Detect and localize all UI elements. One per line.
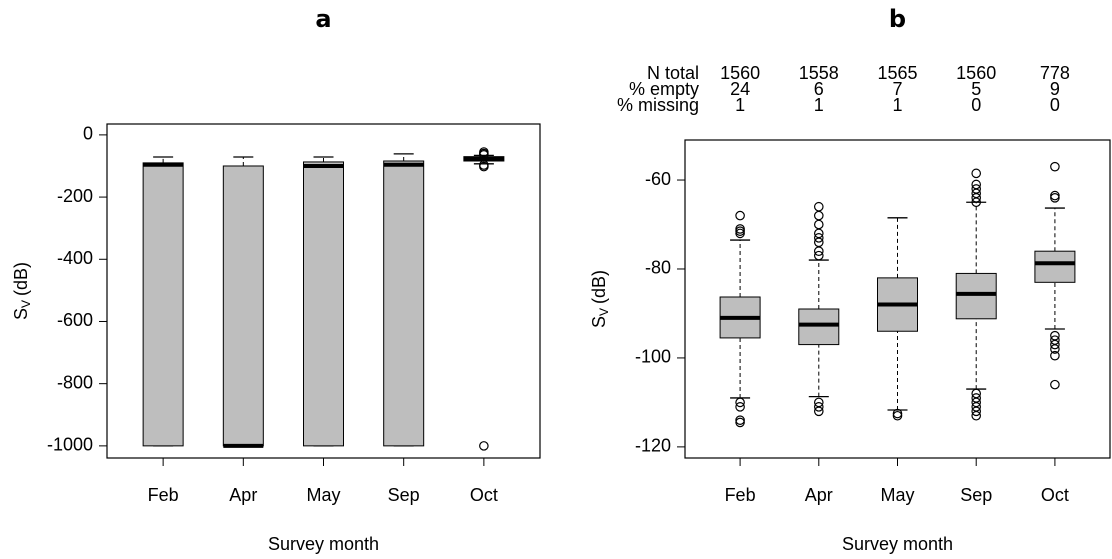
outlier [971, 193, 982, 203]
y-tick-label: 0 [83, 124, 93, 144]
outlier [479, 161, 489, 172]
y-axis-label: SV (dB) [589, 270, 611, 328]
table-value: 1558 [799, 63, 839, 83]
x-tick-label: May [306, 485, 340, 505]
y-tick-label: -400 [57, 248, 93, 268]
y-label-symbol: S [11, 308, 31, 320]
table-value: 0 [971, 95, 981, 115]
outlier [479, 149, 489, 160]
outlier [892, 410, 903, 421]
box [303, 161, 344, 447]
outlier [971, 168, 982, 179]
x-tick-label: Oct [1041, 485, 1069, 505]
outlier [813, 233, 824, 243]
table-row-label: % missing [617, 95, 699, 115]
box [383, 160, 425, 447]
outlier [971, 410, 982, 421]
outlier [735, 417, 745, 428]
y-tick-label: -60 [645, 169, 671, 189]
x-tick-label: May [880, 485, 914, 505]
y-label-unit: (dB) [11, 262, 31, 296]
y-tick-label: -800 [57, 372, 93, 392]
x-axis-label: Survey month [268, 534, 379, 554]
outlier [735, 397, 745, 408]
table-value: 0 [1050, 95, 1060, 115]
x-tick-label: Feb [148, 485, 179, 505]
y-tick-label: -1000 [47, 435, 93, 455]
x-axis-label: Survey month [842, 534, 953, 554]
table-value: 1 [735, 95, 745, 115]
panel-title: a [315, 5, 331, 33]
table-value: 5 [971, 79, 981, 99]
y-tick-label: -200 [57, 186, 93, 206]
outlier [1050, 193, 1060, 203]
outlier [1050, 344, 1060, 354]
outlier [1050, 379, 1060, 390]
box [142, 162, 184, 447]
outlier [735, 228, 745, 239]
table-value: 1 [814, 95, 824, 115]
table-value: 778 [1040, 63, 1070, 83]
table-value: 24 [730, 79, 750, 99]
outlier [813, 201, 824, 212]
outlier [813, 250, 824, 261]
outlier [1050, 161, 1060, 172]
x-tick-label: Feb [725, 485, 756, 505]
y-tick-label: -120 [635, 436, 671, 456]
table-value: 9 [1050, 79, 1060, 99]
x-tick-label: Sep [388, 485, 420, 505]
y-label-unit: (dB) [589, 270, 609, 304]
outlier [479, 441, 489, 451]
outlier [813, 219, 824, 230]
table-value: 6 [814, 79, 824, 99]
box [955, 272, 997, 320]
x-tick-label: Apr [229, 485, 257, 505]
y-tick-label: -600 [57, 310, 93, 330]
table-value: 1560 [720, 63, 760, 83]
box [1034, 250, 1076, 283]
table-value: 1560 [956, 63, 996, 83]
y-label-subscript: V [597, 308, 611, 316]
outlier [813, 246, 824, 256]
table-row-label: N total [647, 63, 699, 83]
box [222, 165, 264, 447]
table-value: 7 [892, 79, 902, 99]
y-axis-label: SV (dB) [11, 262, 33, 320]
y-label-symbol: S [589, 316, 609, 328]
table-value: 1 [892, 95, 902, 115]
table-value: 1565 [877, 63, 917, 83]
outlier [813, 402, 824, 412]
outlier [1050, 350, 1060, 361]
outlier [735, 402, 745, 412]
outlier [735, 210, 745, 221]
outlier [813, 406, 824, 417]
box [798, 308, 840, 346]
outlier [971, 406, 982, 417]
x-tick-label: Apr [805, 485, 833, 505]
table-row-label: % empty [629, 79, 699, 99]
panel-title: b [889, 5, 906, 33]
y-tick-label: -100 [635, 347, 671, 367]
x-tick-label: Oct [470, 485, 498, 505]
outlier [971, 197, 982, 208]
x-tick-label: Sep [960, 485, 992, 505]
outlier [1050, 339, 1060, 350]
y-label-subscript: V [19, 300, 33, 308]
y-tick-label: -80 [645, 258, 671, 278]
outlier [813, 210, 824, 221]
